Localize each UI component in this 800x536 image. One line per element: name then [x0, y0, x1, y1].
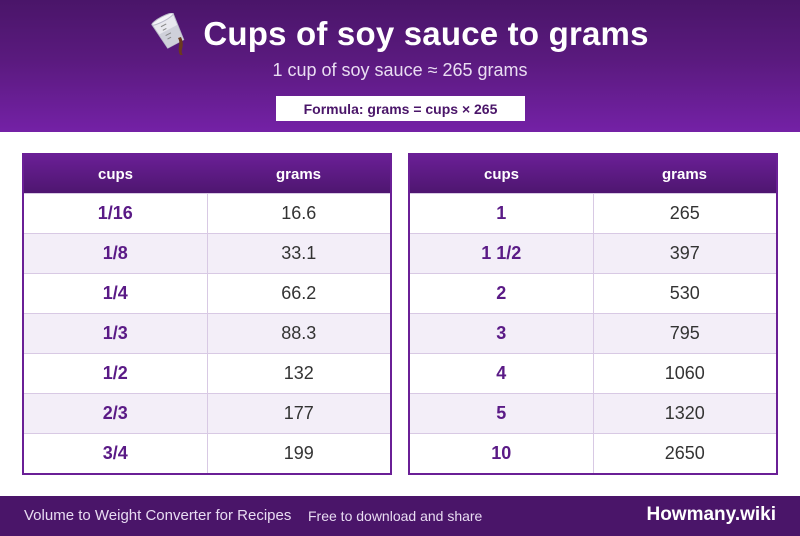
cups-cell: 1 1/2: [409, 233, 594, 274]
cups-cell: 10: [409, 433, 594, 474]
table-row: 1 1/2 397: [409, 233, 777, 274]
grams-cell: 132: [207, 353, 391, 394]
table-row: 4 1060: [409, 353, 777, 394]
cups-cell: 3: [409, 313, 594, 354]
table-row: 1/16 16.6: [23, 193, 391, 234]
table-row: 3 795: [409, 313, 777, 354]
grams-cell: 1320: [593, 393, 777, 434]
table-header-row: cups grams: [23, 154, 391, 194]
grams-cell: 397: [593, 233, 777, 274]
table-row: 2 530: [409, 273, 777, 314]
cups-cell: 5: [409, 393, 594, 434]
page-title: Cups of soy sauce to grams: [203, 15, 649, 52]
cups-cell: 1/8: [23, 233, 208, 274]
cups-cell: 1/4: [23, 273, 208, 314]
cups-cell: 2/3: [23, 393, 208, 434]
header-banner: Cups of soy sauce to grams 1 cup of soy …: [0, 0, 800, 132]
title-row: Cups of soy sauce to grams: [0, 12, 800, 56]
table-header-row: cups grams: [409, 154, 777, 194]
subtitle: 1 cup of soy sauce ≈ 265 grams: [272, 60, 528, 80]
formula-badge: Formula: grams = cups × 265: [276, 96, 525, 121]
column-header-cups: cups: [409, 154, 593, 194]
table-row: 10 2650: [409, 433, 777, 474]
table-row: 1/3 88.3: [23, 313, 391, 354]
conversion-table-small: cups grams 1/16 16.6 1/8 33.1 1/4 66.2 1…: [22, 153, 392, 475]
table-row: 1/4 66.2: [23, 273, 391, 314]
cups-cell: 1/2: [23, 353, 208, 394]
grams-cell: 1060: [593, 353, 777, 394]
grams-cell: 795: [593, 313, 777, 354]
table-row: 2/3 177: [23, 393, 391, 434]
table-row: 1/8 33.1: [23, 233, 391, 274]
measuring-cup-pouring-icon: [151, 13, 185, 55]
footer-bar: Volume to Weight Converter for Recipes F…: [0, 496, 800, 536]
grams-cell: 177: [207, 393, 391, 434]
table-row: 5 1320: [409, 393, 777, 434]
cups-cell: 1: [409, 193, 594, 234]
cups-cell: 2: [409, 273, 594, 314]
cups-cell: 3/4: [23, 433, 208, 474]
grams-cell: 66.2: [207, 273, 391, 314]
grams-cell: 33.1: [207, 233, 391, 274]
column-header-cups: cups: [23, 154, 207, 194]
table-row: 1 265: [409, 193, 777, 234]
grams-cell: 88.3: [207, 313, 391, 354]
grams-cell: 16.6: [207, 193, 391, 234]
column-header-grams: grams: [207, 154, 391, 194]
table-row: 3/4 199: [23, 433, 391, 474]
footer-note: Free to download and share: [308, 508, 483, 524]
grams-cell: 265: [593, 193, 777, 234]
grams-cell: 530: [593, 273, 777, 314]
table-row: 1/2 132: [23, 353, 391, 394]
cups-cell: 4: [409, 353, 594, 394]
column-header-grams: grams: [593, 154, 777, 194]
footer-tagline: Volume to Weight Converter for Recipes: [24, 507, 292, 524]
brand-link[interactable]: Howmany.wiki: [646, 504, 776, 525]
grams-cell: 2650: [593, 433, 777, 474]
conversion-table-large: cups grams 1 265 1 1/2 397 2 530 3 795 4…: [408, 153, 778, 475]
grams-cell: 199: [207, 433, 391, 474]
cups-cell: 1/3: [23, 313, 208, 354]
cups-cell: 1/16: [23, 193, 208, 234]
